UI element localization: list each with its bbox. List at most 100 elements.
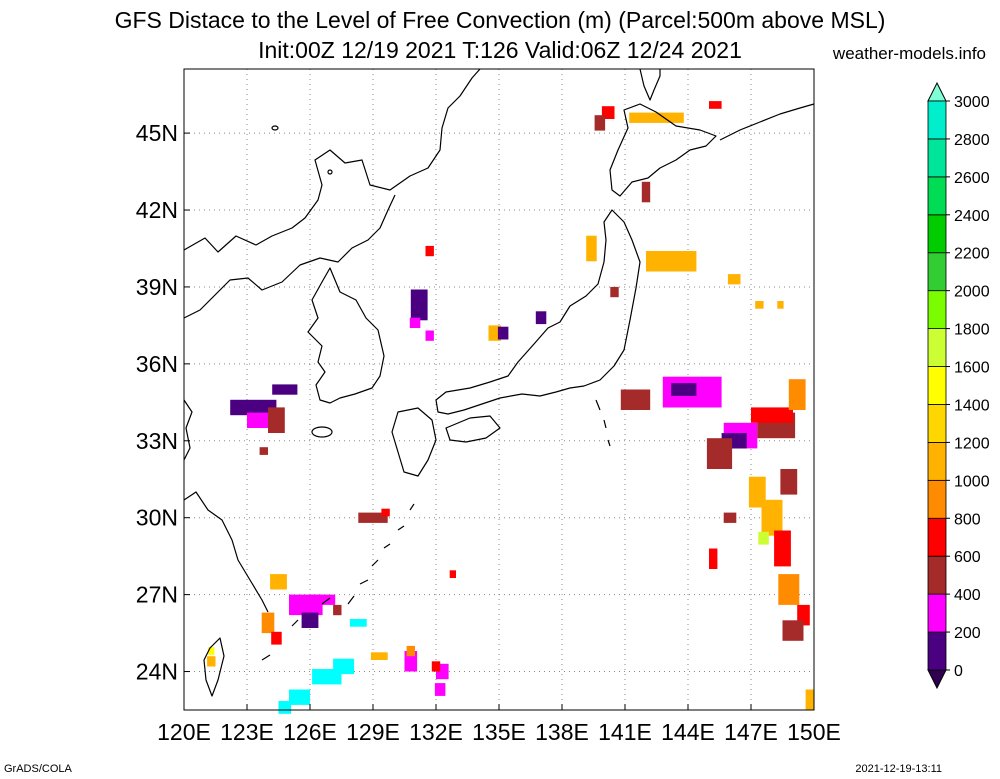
colorbar-swatch — [927, 100, 947, 140]
field-cell — [620, 389, 651, 410]
colorbar-swatch — [927, 404, 947, 443]
colorbar-above-triangle — [927, 81, 947, 102]
lat-label: 36N — [136, 351, 178, 377]
coastlines — [183, 68, 815, 697]
map-title-line1: GFS Distace to the Level of Free Convect… — [114, 7, 886, 33]
lon-label: 147E — [724, 719, 778, 745]
field-cell — [358, 512, 388, 523]
field-cell — [727, 274, 741, 285]
field-cell — [805, 689, 814, 710]
colorbar-label: 800 — [954, 511, 981, 528]
colorbar-swatch — [927, 176, 947, 216]
field-cell — [778, 574, 800, 605]
field-cell — [629, 112, 684, 123]
field-cell — [671, 383, 697, 396]
colorbar-swatch — [927, 290, 947, 329]
field-cell — [586, 235, 597, 262]
field-cell — [449, 570, 456, 578]
field-cell — [349, 619, 367, 627]
field-cell — [261, 612, 275, 634]
field-cell — [751, 407, 793, 423]
field-cell — [594, 115, 606, 131]
field-cell — [706, 438, 733, 469]
field-cell — [268, 407, 285, 433]
field-cell — [406, 645, 415, 657]
lon-label: 135E — [472, 719, 526, 745]
colorbar-label: 1000 — [954, 473, 990, 490]
colorbar-swatch — [927, 631, 947, 671]
field-cell — [208, 647, 215, 655]
lfc-field — [207, 101, 814, 714]
field-cell — [301, 612, 319, 628]
field-cell — [289, 689, 310, 705]
colorbar-below-triangle — [927, 669, 947, 690]
colorbar-swatch — [927, 517, 947, 557]
site-credit: weather-models.info — [832, 44, 986, 63]
field-cell — [797, 604, 810, 626]
lat-label: 27N — [136, 582, 178, 608]
colorbar-label: 2400 — [954, 208, 990, 225]
colorbar-label: 0 — [954, 663, 963, 680]
field-cell — [425, 330, 434, 341]
field-cell — [709, 548, 718, 569]
colorbar-label: 2800 — [954, 132, 990, 149]
field-cell — [278, 701, 292, 714]
lon-label: 150E — [787, 719, 841, 745]
field-cell — [497, 326, 509, 340]
colorbar-swatch — [927, 366, 947, 405]
colorbar-swatch — [927, 252, 947, 292]
colorbar-label: 1800 — [954, 322, 990, 339]
lat-label: 39N — [136, 274, 178, 300]
colorbar-swatch — [927, 441, 947, 481]
lon-label: 138E — [535, 719, 589, 745]
field-cell — [272, 384, 298, 395]
colorbar-label: 1200 — [954, 435, 990, 452]
field-cell — [310, 594, 336, 605]
field-cell — [381, 508, 390, 517]
field-cell — [755, 301, 764, 309]
map-title-line2: Init:00Z 12/19 2021 T:126 Valid:06Z 12/2… — [258, 37, 742, 63]
colorbar-label: 1600 — [954, 360, 990, 377]
field-cell — [610, 286, 619, 298]
lon-label: 144E — [661, 719, 715, 745]
field-cell — [535, 311, 547, 325]
lon-label: 141E — [598, 719, 652, 745]
field-cell — [270, 574, 287, 590]
colorbar-label: 400 — [954, 587, 981, 604]
field-cell — [333, 604, 342, 616]
field-cell — [780, 469, 798, 495]
field-cell — [425, 245, 434, 257]
field-cell — [723, 512, 737, 523]
colorbar-label: 1400 — [954, 397, 990, 414]
lat-label: 24N — [136, 659, 178, 685]
lat-label: 30N — [136, 505, 178, 531]
colorbar-label: 600 — [954, 549, 981, 566]
colorbar-label: 2000 — [954, 284, 990, 301]
field-cell — [434, 683, 446, 696]
colorbar: 0 200 400 600 800 1000 1200 1400 1600 1800 2000 220… — [927, 81, 990, 690]
field-cell — [230, 399, 277, 416]
colorbar-label: 2200 — [954, 246, 990, 263]
field-cell — [782, 620, 804, 641]
lat-label: 33N — [136, 428, 178, 454]
lon-label: 123E — [220, 719, 274, 745]
field-cell — [409, 317, 421, 328]
field-cell — [431, 661, 441, 672]
field-cell — [333, 658, 355, 675]
lon-label: 126E — [283, 719, 337, 745]
colorbar-swatch — [927, 214, 947, 254]
footer-right: 2021-12-19-13:11 — [855, 763, 942, 775]
colorbar-label: 200 — [954, 625, 981, 642]
field-cell — [788, 379, 806, 410]
field-cell — [271, 631, 282, 645]
lon-label: 132E — [409, 719, 463, 745]
field-cell — [207, 656, 216, 667]
field-cell — [777, 301, 784, 309]
colorbar-swatch — [927, 138, 947, 178]
map-frame — [183, 68, 815, 711]
field-cell — [774, 530, 791, 567]
field-cell — [761, 499, 783, 536]
colorbar-label: 3000 — [954, 94, 990, 111]
lon-label: 120E — [157, 719, 211, 745]
